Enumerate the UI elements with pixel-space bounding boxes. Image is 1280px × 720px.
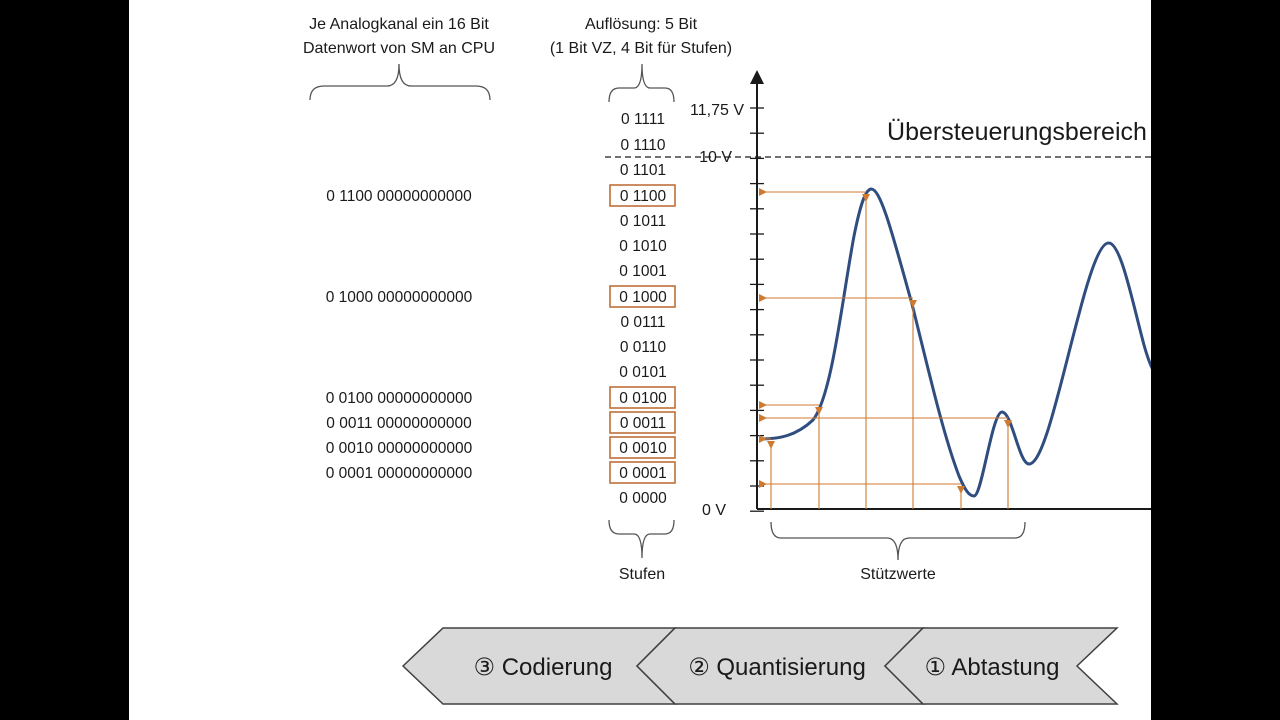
slide: Je Analogkanal ein 16 Bit Datenwort von …: [129, 0, 1151, 720]
y-axis-arrowhead: [750, 70, 764, 84]
level-code: 0 1101: [620, 162, 666, 179]
stufen-brace: [608, 519, 675, 559]
level-code: 0 1011: [620, 213, 666, 230]
level-code: 0 0001: [619, 465, 666, 482]
level-code: 0 0011: [620, 415, 666, 432]
datenwort-header-line2: Datenwort von SM an CPU: [303, 40, 495, 57]
level-code: 0 0010: [619, 440, 667, 457]
level-box: [609, 436, 676, 459]
dataword-code: 0 0100 00000000000: [326, 390, 473, 407]
stuetzwerte-brace: [770, 521, 1026, 561]
adc-diagram: Je Analogkanal ein 16 Bit Datenwort von …: [303, 16, 1151, 705]
stufen-label: Stufen: [619, 566, 665, 583]
dataword-code: 0 0010 00000000000: [326, 440, 473, 457]
level-code: 0 1110: [620, 137, 665, 154]
selected-level-boxes: [609, 184, 676, 484]
level-code: 0 1100: [620, 188, 667, 205]
level-code: 0 1111: [621, 111, 665, 128]
dataword-code: 0 0001 00000000000: [326, 465, 473, 482]
datawords: 0 1100 00000000000 0 1000 00000000000 0 …: [326, 188, 473, 482]
datenwort-brace: [309, 63, 491, 101]
level-box: [609, 184, 676, 207]
datenwort-header-line1: Je Analogkanal ein 16 Bit: [309, 16, 489, 33]
level-code: 0 0100: [619, 390, 667, 407]
level-code: 0 1010: [619, 238, 667, 255]
analog-signal-curve: [760, 187, 1151, 498]
sampling-lines: [759, 188, 1012, 509]
aufloesung-header-line2: (1 Bit VZ, 4 Bit für Stufen): [550, 40, 732, 57]
axes: [750, 70, 1151, 510]
step-codierung-label: ③ Codierung: [474, 654, 613, 681]
level-box: [609, 411, 676, 434]
dataword-code: 0 1000 00000000000: [326, 289, 473, 306]
aufloesung-brace: [608, 63, 675, 103]
y-max-label: 11,75 V: [690, 102, 744, 119]
level-box: [609, 386, 676, 409]
step-quantisierung-label: ② Quantisierung: [688, 654, 866, 681]
level-code: 0 1000: [619, 289, 667, 306]
dataword-code: 0 1100 00000000000: [326, 188, 472, 205]
overrange-label: Übersteuerungsbereich: [887, 118, 1147, 146]
level-code: 0 0101: [619, 364, 666, 381]
process-steps: ③ Codierung ② Quantisierung ① Abtastung: [401, 627, 1119, 705]
quantization-levels: 0 1111 0 1110 0 1101 0 1100 0 1011 0 101…: [619, 111, 667, 507]
step-abtastung-shape: [883, 627, 1119, 705]
aufloesung-header-line1: Auflösung: 5 Bit: [585, 16, 698, 33]
y-axis-ticks: [750, 107, 764, 512]
dataword-code: 0 0011 00000000000: [326, 415, 472, 432]
level-code: 0 1001: [619, 263, 666, 280]
y-0-label: 0 V: [702, 502, 726, 519]
level-code: 0 0000: [619, 490, 667, 507]
level-code: 0 0110: [620, 339, 667, 356]
level-box: [609, 461, 676, 484]
level-box: [609, 285, 676, 308]
step-abtastung-label: ① Abtastung: [925, 654, 1060, 681]
stuetzwerte-label: Stützwerte: [860, 566, 936, 583]
level-code: 0 0111: [620, 314, 665, 331]
